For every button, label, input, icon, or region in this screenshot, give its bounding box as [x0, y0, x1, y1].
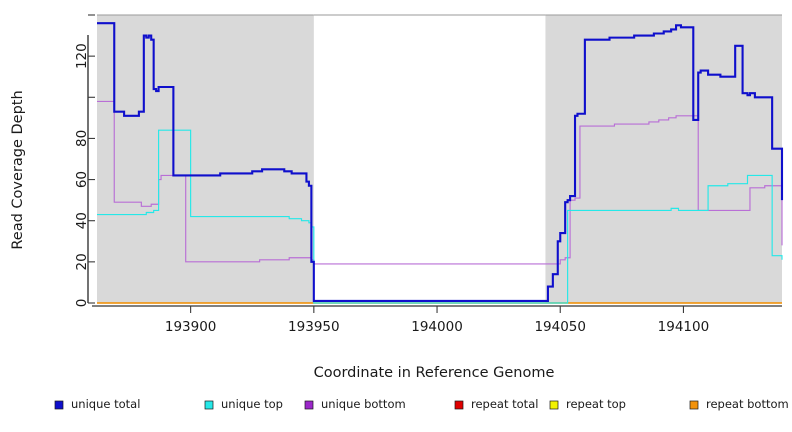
x-tick-label: 194000 [411, 319, 463, 335]
y-tick-label: 120 [74, 43, 90, 69]
legend-label: repeat total [471, 397, 538, 411]
legend-swatch [304, 400, 314, 410]
y-tick-label: 20 [74, 253, 90, 270]
x-tick-label: 193900 [165, 319, 217, 335]
legend-label: repeat top [566, 397, 626, 411]
axes-group [87, 14, 782, 313]
legend-label: unique bottom [321, 397, 406, 411]
legend-label: repeat bottom [706, 397, 789, 411]
x-tick-label: 194050 [534, 319, 586, 335]
x-tick-label: 194100 [658, 319, 710, 335]
legend-label: unique top [221, 397, 283, 411]
x-axis-title: Coordinate in Reference Genome [314, 365, 555, 381]
y-tick-label: 0 [74, 299, 90, 308]
legend-swatch [54, 400, 64, 410]
coverage-series-group [97, 22, 784, 304]
legend-label: unique total [71, 397, 140, 411]
y-tick-label: 80 [74, 130, 90, 147]
y-axis-title: Read Coverage Depth [10, 90, 26, 249]
legend-swatch [549, 400, 559, 410]
x-tick-label: 193950 [288, 319, 340, 335]
y-tick-label: 60 [74, 171, 90, 188]
shaded-region [545, 15, 782, 303]
chart-legend: unique total unique top unique bottom repea… [54, 397, 789, 411]
series-unique-total [97, 22, 784, 302]
legend-swatch [204, 400, 214, 410]
tick-labels-group: 193900 193950 194000 194050 194100 0 20 40 60 80 1… [74, 43, 709, 335]
shaded-region [97, 15, 314, 303]
legend-swatch [454, 400, 464, 410]
shaded-coverage-regions [97, 14, 782, 303]
legend-swatch [689, 400, 699, 410]
y-tick-label: 40 [74, 212, 90, 229]
series-unique-top [97, 129, 783, 304]
